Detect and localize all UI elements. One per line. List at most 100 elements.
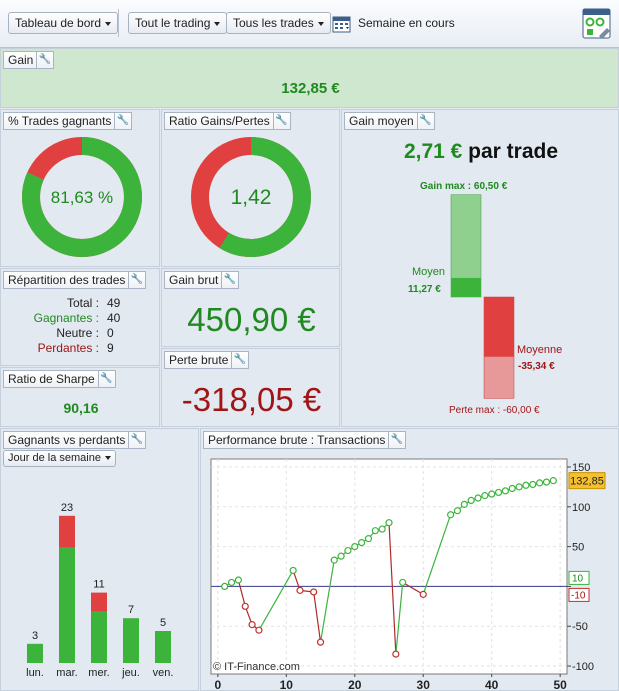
data-point	[419, 590, 427, 598]
data-point	[542, 478, 551, 486]
wrench-icon[interactable]: 🔧	[231, 352, 247, 368]
line-segment	[402, 581, 424, 595]
winners-losers-title: Gagnants vs perdants	[8, 433, 126, 447]
data-point	[316, 638, 325, 646]
chevron-down-icon	[104, 456, 111, 461]
avg-gain-headline: 2,71 € par trade	[342, 140, 619, 164]
data-point	[447, 511, 455, 519]
data-point	[221, 582, 229, 591]
x-tick-label: 30	[417, 678, 431, 691]
data-point	[330, 556, 338, 564]
gross-gain-title-bar: Gain brut 🔧	[164, 271, 240, 289]
dashboard-settings-button[interactable]	[582, 8, 612, 40]
gain-value: 132,85 €	[281, 80, 340, 97]
wrench-icon[interactable]: 🔧	[97, 371, 114, 387]
wrench-icon[interactable]: 🔧	[416, 113, 433, 129]
repartition-panel: Répartition des trades 🔧 Total :49 Gagnan…	[0, 268, 160, 366]
bar-winners	[123, 618, 139, 663]
repartition-row: Total : 49	[11, 296, 120, 310]
data-point	[344, 546, 352, 555]
bar-total-label: 23	[61, 502, 73, 514]
x-tick-label: 50	[553, 678, 567, 691]
line-segment	[237, 579, 246, 607]
x-tick-label: 0	[215, 678, 222, 691]
line-segment	[388, 522, 397, 655]
legend-win-label: 10	[572, 573, 584, 584]
bar-total-label: 3	[32, 630, 38, 642]
data-point	[392, 650, 400, 658]
bar-losers	[59, 515, 75, 548]
dashboard-dropdown-label: Tableau de bord	[15, 16, 102, 30]
data-point	[371, 527, 379, 535]
data-point	[358, 539, 366, 547]
bar-winners	[155, 631, 171, 663]
gross-loss-title: Perte brute	[169, 353, 229, 367]
wrench-icon[interactable]: 🔧	[128, 272, 144, 288]
data-point	[460, 500, 468, 508]
donut-win-segment	[22, 137, 142, 257]
data-point	[515, 483, 523, 491]
trading-dropdown-label: Tout le trading	[135, 16, 211, 30]
line-segment	[395, 582, 404, 655]
data-point	[296, 586, 304, 594]
data-point	[399, 578, 407, 587]
donut-gain-segment	[191, 137, 311, 257]
avg-gain-amount: 11,27 €	[408, 284, 441, 295]
wrench-icon[interactable]: 🔧	[272, 113, 289, 129]
trades-dropdown[interactable]: Tous les trades	[226, 12, 331, 34]
data-point	[385, 519, 393, 527]
winners-losers-title-bar: Gagnants vs perdants 🔧	[3, 431, 147, 449]
legend-win-box	[568, 570, 590, 585]
chevron-down-icon	[317, 21, 324, 26]
gross-gain-title: Gain brut	[169, 273, 219, 287]
bar-winners	[27, 643, 43, 663]
bar-losers	[91, 592, 107, 612]
last-value-label: 132,85	[570, 476, 604, 488]
max-loss-label: Perte max : -60,00 €	[449, 405, 540, 416]
group-by-dropdown[interactable]: Jour de la semaine	[3, 450, 116, 467]
wrench-icon[interactable]: 🔧	[388, 432, 404, 448]
data-point	[529, 480, 537, 489]
line-segment	[319, 560, 335, 643]
repartition-value: 0	[107, 326, 114, 340]
avg-gain-title-bar: Gain moyen 🔧	[344, 112, 435, 130]
sharpe-value: 90,16	[63, 400, 99, 416]
ratio-title: Ratio Gains/Pertes	[169, 114, 270, 128]
trading-dropdown[interactable]: Tout le trading	[128, 12, 228, 34]
y-tick-label: 100	[572, 502, 590, 514]
performance-panel: Performance brute : Transactions 🔧 150 10…	[200, 428, 619, 691]
win-pct-title: % Trades gagnants	[8, 114, 112, 128]
sharpe-title-bar: Ratio de Sharpe 🔧	[3, 370, 116, 388]
bar-total-label: 7	[128, 604, 134, 616]
dashboard-dropdown[interactable]: Tableau de bord	[8, 12, 119, 34]
chevron-down-icon	[105, 21, 112, 26]
data-point	[501, 487, 509, 495]
y-tick-label: 50	[572, 542, 584, 554]
data-point	[453, 507, 462, 515]
avg-gain-value: 2,71 €	[403, 140, 463, 163]
performance-chart: 150 100 50 -50 -100 0 10 20 30 40 50 132,85 10 -10 © I…	[210, 458, 606, 691]
wrench-icon[interactable]: 🔧	[128, 432, 144, 448]
x-tick-label: 20	[348, 678, 362, 691]
category-label: ven.	[153, 667, 174, 679]
category-label: mer.	[88, 667, 109, 679]
repartition-row: Perdantes : 9	[11, 341, 114, 355]
wrench-icon[interactable]: 🔧	[221, 272, 237, 288]
win-pct-title-bar: % Trades gagnants 🔧	[3, 112, 133, 130]
avg-gain-title: Gain moyen	[349, 114, 414, 128]
bar-winners	[59, 547, 75, 663]
repartition-value: 9	[107, 341, 114, 355]
repartition-label: Gagnantes :	[33, 311, 99, 325]
avg-gain-chart: Gain max : 60,50 € Moyen 11,27 € Moyenne…	[408, 181, 562, 416]
watermark-label: © IT-Finance.com	[213, 661, 300, 673]
category-label: jeu.	[121, 667, 140, 679]
repartition-label: Neutre :	[56, 326, 99, 340]
data-point	[474, 494, 482, 502]
legend-loss-box	[568, 587, 590, 602]
wrench-icon[interactable]: 🔧	[36, 52, 52, 68]
repartition-value: 49	[107, 296, 121, 310]
line-segment	[313, 591, 322, 643]
ratio-panel: Ratio Gains/Pertes 🔧 1,42	[161, 109, 340, 267]
wrench-icon[interactable]: 🔧	[114, 113, 130, 129]
data-point	[234, 576, 242, 584]
